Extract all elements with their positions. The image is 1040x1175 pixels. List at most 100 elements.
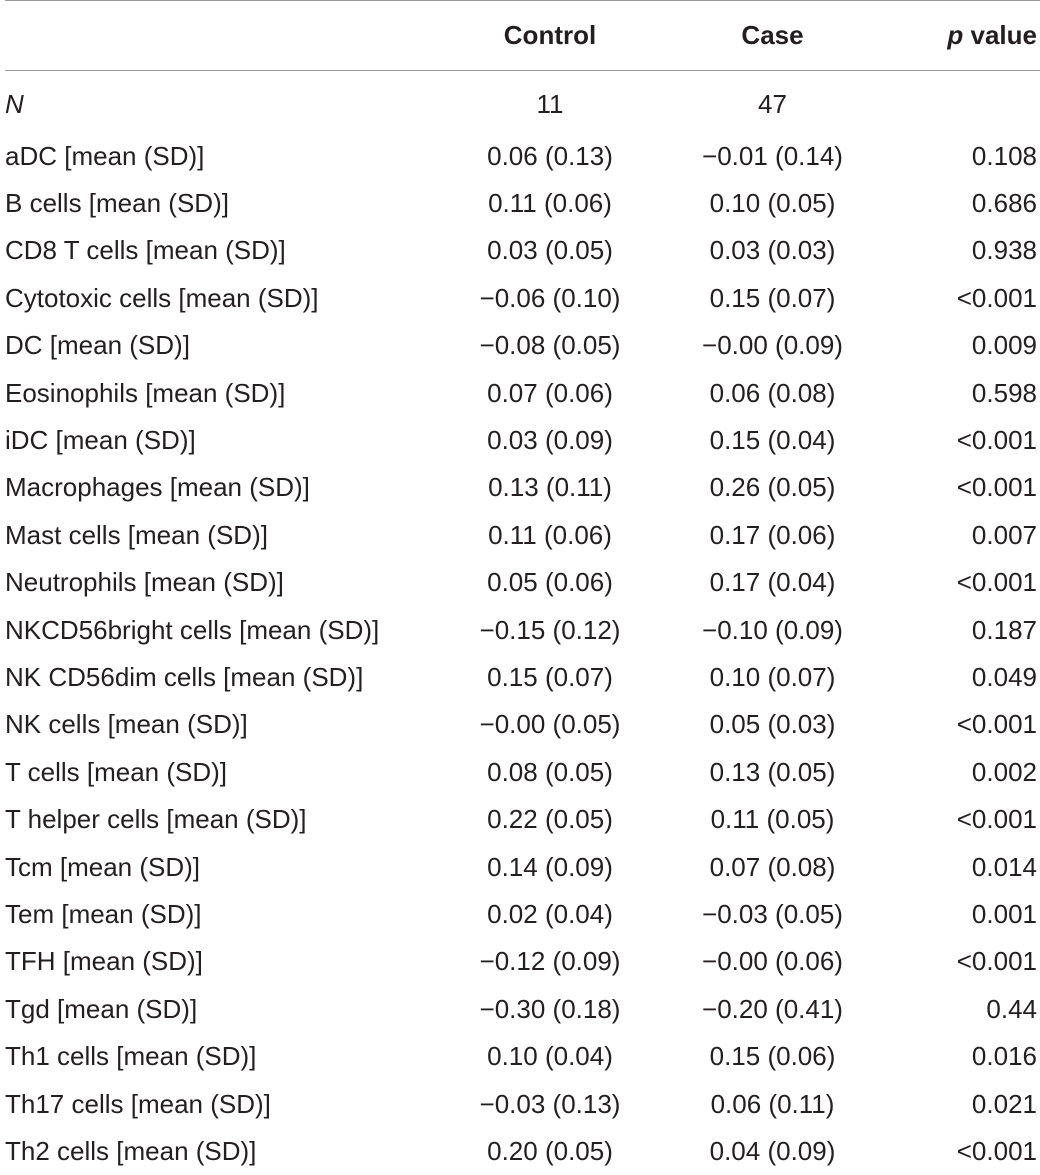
table-row: Th17 cells [mean (SD)]−0.03 (0.13)0.06 (… (5, 1080, 1040, 1127)
p-value: 0.187 (885, 606, 1040, 653)
row-label: iDC [mean (SD)] (5, 417, 440, 464)
table-row: NK cells [mean (SD)]−0.00 (0.05)0.05 (0.… (5, 701, 1040, 748)
table-header: Control Case p value (5, 1, 1040, 71)
control-value: 0.06 (0.13) (440, 133, 660, 180)
p-value: 0.007 (885, 512, 1040, 559)
row-label: CD8 T cells [mean (SD)] (5, 227, 440, 274)
row-label: NKCD56bright cells [mean (SD)] (5, 606, 440, 653)
table-row: Macrophages [mean (SD)]0.13 (0.11)0.26 (… (5, 464, 1040, 511)
control-value: 0.22 (0.05) (440, 796, 660, 843)
p-value: 0.021 (885, 1080, 1040, 1127)
control-value: 0.03 (0.09) (440, 417, 660, 464)
table-row: T helper cells [mean (SD)]0.22 (0.05)0.1… (5, 796, 1040, 843)
table-row: Mast cells [mean (SD)]0.11 (0.06)0.17 (0… (5, 512, 1040, 559)
case-value: 0.10 (0.07) (660, 654, 885, 701)
case-value: 0.10 (0.05) (660, 180, 885, 227)
p-value: 0.001 (885, 891, 1040, 938)
row-label: Eosinophils [mean (SD)] (5, 369, 440, 416)
control-value: 0.03 (0.05) (440, 227, 660, 274)
case-value: 0.17 (0.06) (660, 512, 885, 559)
case-value: 0.07 (0.08) (660, 843, 885, 890)
case-value: 0.15 (0.06) (660, 1033, 885, 1080)
control-value: 0.20 (0.05) (440, 1128, 660, 1175)
case-value: −0.01 (0.14) (660, 133, 885, 180)
control-value: 11 (440, 71, 660, 133)
table-row: DC [mean (SD)]−0.08 (0.05)−0.00 (0.09)0.… (5, 322, 1040, 369)
control-value: −0.08 (0.05) (440, 322, 660, 369)
table-row: Th2 cells [mean (SD)]0.20 (0.05)0.04 (0.… (5, 1128, 1040, 1175)
row-label: Tem [mean (SD)] (5, 891, 440, 938)
case-value: 0.11 (0.05) (660, 796, 885, 843)
p-value: <0.001 (885, 275, 1040, 322)
p-value: <0.001 (885, 1128, 1040, 1175)
control-value: 0.02 (0.04) (440, 891, 660, 938)
case-value: 0.15 (0.04) (660, 417, 885, 464)
table-row: T cells [mean (SD)]0.08 (0.05)0.13 (0.05… (5, 749, 1040, 796)
p-value: <0.001 (885, 464, 1040, 511)
case-value: 0.06 (0.08) (660, 369, 885, 416)
table-row: aDC [mean (SD)]0.06 (0.13)−0.01 (0.14)0.… (5, 133, 1040, 180)
case-value: 0.13 (0.05) (660, 749, 885, 796)
row-label: Macrophages [mean (SD)] (5, 464, 440, 511)
control-value: 0.14 (0.09) (440, 843, 660, 890)
case-value: −0.20 (0.41) (660, 986, 885, 1033)
case-value: −0.00 (0.09) (660, 322, 885, 369)
immune-cell-table: Control Case p value N 11 47 aDC [mean (… (5, 0, 1040, 1175)
case-value: 0.04 (0.09) (660, 1128, 885, 1175)
control-value: 0.07 (0.06) (440, 369, 660, 416)
p-value (885, 71, 1040, 133)
row-label: Th17 cells [mean (SD)] (5, 1080, 440, 1127)
case-value: −0.00 (0.06) (660, 938, 885, 985)
table-row: Cytotoxic cells [mean (SD)]−0.06 (0.10)0… (5, 275, 1040, 322)
control-value: −0.15 (0.12) (440, 606, 660, 653)
row-label: Mast cells [mean (SD)] (5, 512, 440, 559)
p-value: 0.014 (885, 843, 1040, 890)
p-value: <0.001 (885, 559, 1040, 606)
control-value: −0.00 (0.05) (440, 701, 660, 748)
table-row: Th1 cells [mean (SD)]0.10 (0.04)0.15 (0.… (5, 1033, 1040, 1080)
control-value: 0.08 (0.05) (440, 749, 660, 796)
p-value: <0.001 (885, 796, 1040, 843)
control-value: 0.15 (0.07) (440, 654, 660, 701)
header-control: Control (440, 1, 660, 71)
table-row: NK CD56dim cells [mean (SD)]0.15 (0.07)0… (5, 654, 1040, 701)
p-value: <0.001 (885, 938, 1040, 985)
p-value: 0.049 (885, 654, 1040, 701)
row-label: Tgd [mean (SD)] (5, 986, 440, 1033)
table-row: NKCD56bright cells [mean (SD)]−0.15 (0.1… (5, 606, 1040, 653)
control-value: −0.12 (0.09) (440, 938, 660, 985)
row-label: aDC [mean (SD)] (5, 133, 440, 180)
row-label: TFH [mean (SD)] (5, 938, 440, 985)
table-row: iDC [mean (SD)]0.03 (0.09)0.15 (0.04)<0.… (5, 417, 1040, 464)
p-value: 0.598 (885, 369, 1040, 416)
row-label: T cells [mean (SD)] (5, 749, 440, 796)
p-value: <0.001 (885, 701, 1040, 748)
header-name (5, 1, 440, 71)
p-value: 0.686 (885, 180, 1040, 227)
table-row: B cells [mean (SD)]0.11 (0.06)0.10 (0.05… (5, 180, 1040, 227)
p-value: 0.002 (885, 749, 1040, 796)
header-p-value: p value (885, 1, 1040, 71)
table-row-n: N 11 47 (5, 71, 1040, 133)
table-row: Tgd [mean (SD)]−0.30 (0.18)−0.20 (0.41)0… (5, 986, 1040, 1033)
row-label: T helper cells [mean (SD)] (5, 796, 440, 843)
table-row: Tem [mean (SD)]0.02 (0.04)−0.03 (0.05)0.… (5, 891, 1040, 938)
case-value: 0.05 (0.03) (660, 701, 885, 748)
control-value: −0.06 (0.10) (440, 275, 660, 322)
control-value: 0.05 (0.06) (440, 559, 660, 606)
table-row: CD8 T cells [mean (SD)]0.03 (0.05)0.03 (… (5, 227, 1040, 274)
case-value: 47 (660, 71, 885, 133)
row-label: B cells [mean (SD)] (5, 180, 440, 227)
header-p-italic: p (947, 20, 963, 50)
case-value: 0.06 (0.11) (660, 1080, 885, 1127)
p-value: <0.001 (885, 417, 1040, 464)
table-row: TFH [mean (SD)]−0.12 (0.09)−0.00 (0.06)<… (5, 938, 1040, 985)
table-row: Neutrophils [mean (SD)]0.05 (0.06)0.17 (… (5, 559, 1040, 606)
table-row: Tcm [mean (SD)]0.14 (0.09)0.07 (0.08)0.0… (5, 843, 1040, 890)
row-label: Th1 cells [mean (SD)] (5, 1033, 440, 1080)
case-value: 0.26 (0.05) (660, 464, 885, 511)
row-label: Neutrophils [mean (SD)] (5, 559, 440, 606)
row-label: Cytotoxic cells [mean (SD)] (5, 275, 440, 322)
p-value: 0.009 (885, 322, 1040, 369)
